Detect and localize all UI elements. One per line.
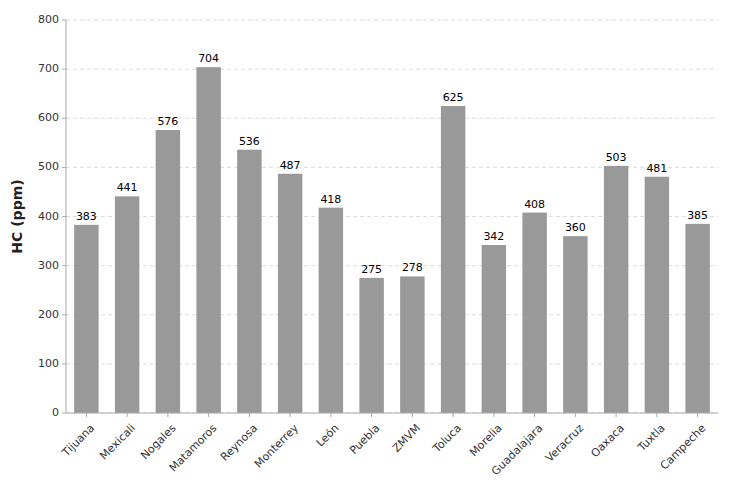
- y-tick: [62, 20, 66, 21]
- x-axis: TijuanaMexicaliNogalesMatamorosReynosaMo…: [59, 413, 709, 478]
- data-label: 408: [524, 198, 545, 211]
- x-tick-label: Veracruz: [543, 421, 586, 464]
- y-tick: [62, 69, 66, 70]
- data-label: 487: [280, 159, 301, 172]
- x-tick-label: Guadalajara: [489, 422, 545, 478]
- bar: [278, 174, 302, 413]
- x-tick: [208, 413, 209, 417]
- grid-line: [66, 69, 718, 70]
- x-tick: [453, 413, 454, 417]
- data-label: 576: [157, 115, 178, 128]
- bar: [522, 213, 546, 413]
- x-tick: [575, 413, 576, 417]
- x-tick-label: Tuxtla: [635, 422, 668, 455]
- y-axis-label: HC (ppm): [9, 179, 25, 253]
- x-tick: [249, 413, 250, 417]
- data-label: 342: [483, 230, 504, 243]
- y-axis: 0 100 200 300 400 500 600 700 800: [38, 13, 66, 419]
- bar: [685, 224, 709, 413]
- bar: [156, 130, 180, 413]
- x-tick: [127, 413, 128, 417]
- data-label: 383: [76, 210, 97, 223]
- data-label: 625: [443, 91, 464, 104]
- y-tick-label: 200: [38, 308, 59, 321]
- y-tick-label: 700: [38, 62, 59, 75]
- y-tick: [62, 118, 66, 119]
- bar: [441, 106, 465, 413]
- y-tick-label: 300: [38, 259, 59, 272]
- bar: [563, 236, 587, 413]
- x-tick: [330, 413, 331, 417]
- bar: [115, 196, 139, 413]
- x-tick-label: León: [314, 422, 342, 450]
- data-label: 278: [402, 261, 423, 274]
- x-tick: [167, 413, 168, 417]
- chart-container: 0 100 200 300 400 500 600 700 800 383 441 576 704 536…: [0, 0, 734, 499]
- bar: [482, 245, 506, 413]
- bar: [359, 278, 383, 413]
- data-label: 481: [646, 162, 667, 175]
- x-tick-label: Monterrey: [252, 421, 301, 470]
- y-tick-label: 0: [52, 406, 59, 419]
- data-label: 536: [239, 135, 260, 148]
- grid-line: [66, 413, 718, 414]
- data-labels: 383 441 576 704 536 487 418 275 278 625 342 408 360 5…: [76, 52, 708, 276]
- y-tick: [62, 216, 66, 217]
- x-tick: [493, 413, 494, 417]
- x-tick: [412, 413, 413, 417]
- x-tick-label: Puebla: [347, 422, 382, 457]
- bar: [319, 208, 343, 413]
- x-tick-label: Tijuana: [59, 422, 97, 460]
- bar: [604, 166, 628, 413]
- bars: [74, 67, 710, 413]
- x-tick-label: Reynosa: [218, 422, 260, 464]
- y-grid: [66, 20, 718, 413]
- x-tick-label: Morelia: [467, 422, 505, 460]
- data-label: 503: [606, 151, 627, 164]
- x-tick-label: Matamoros: [167, 421, 220, 474]
- y-tick: [62, 265, 66, 266]
- y-tick: [62, 314, 66, 315]
- data-label: 418: [320, 193, 341, 206]
- x-axis-line: [66, 413, 718, 414]
- x-tick-label: Campeche: [658, 421, 709, 472]
- bar: [74, 225, 98, 413]
- data-label: 441: [117, 181, 138, 194]
- x-tick-label: Toluca: [430, 422, 464, 456]
- bar: [237, 150, 261, 413]
- data-label: 360: [565, 221, 586, 234]
- data-label: 385: [687, 209, 708, 222]
- x-tick: [656, 413, 657, 417]
- bar: [196, 67, 220, 413]
- x-tick: [290, 413, 291, 417]
- grid-line: [66, 20, 718, 21]
- y-tick: [62, 167, 66, 168]
- y-tick-label: 100: [38, 357, 59, 370]
- y-tick-label: 400: [38, 210, 59, 223]
- data-label: 275: [361, 263, 382, 276]
- y-axis-line: [66, 20, 67, 413]
- y-tick-label: 500: [38, 160, 59, 173]
- y-tick-label: 800: [38, 13, 59, 26]
- x-tick-label: Oaxaca: [588, 422, 627, 461]
- bar: [400, 276, 424, 413]
- bar: [645, 177, 669, 413]
- x-tick: [697, 413, 698, 417]
- x-tick-label: Mexicali: [97, 422, 138, 463]
- y-tick: [62, 363, 66, 364]
- x-tick: [86, 413, 87, 417]
- y-tick: [62, 413, 66, 414]
- y-tick-label: 600: [38, 111, 59, 124]
- x-tick: [616, 413, 617, 417]
- chart: 0 100 200 300 400 500 600 700 800 383 441 576 704 536…: [0, 0, 734, 499]
- x-tick-label: Nogales: [138, 421, 179, 462]
- x-tick-label: ZMVM: [390, 422, 423, 455]
- x-tick: [534, 413, 535, 417]
- data-label: 704: [198, 52, 219, 65]
- x-tick: [371, 413, 372, 417]
